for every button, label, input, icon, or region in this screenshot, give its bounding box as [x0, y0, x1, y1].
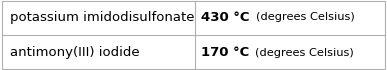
Text: potassium imidodisulfonate: potassium imidodisulfonate [10, 11, 194, 24]
Text: 170 °C: 170 °C [201, 46, 250, 59]
Text: (degrees Celsius): (degrees Celsius) [255, 13, 354, 22]
Text: 430 °C: 430 °C [201, 11, 250, 24]
Text: antimony(III) iodide: antimony(III) iodide [10, 46, 139, 59]
Text: (degrees Celsius): (degrees Celsius) [255, 48, 354, 57]
